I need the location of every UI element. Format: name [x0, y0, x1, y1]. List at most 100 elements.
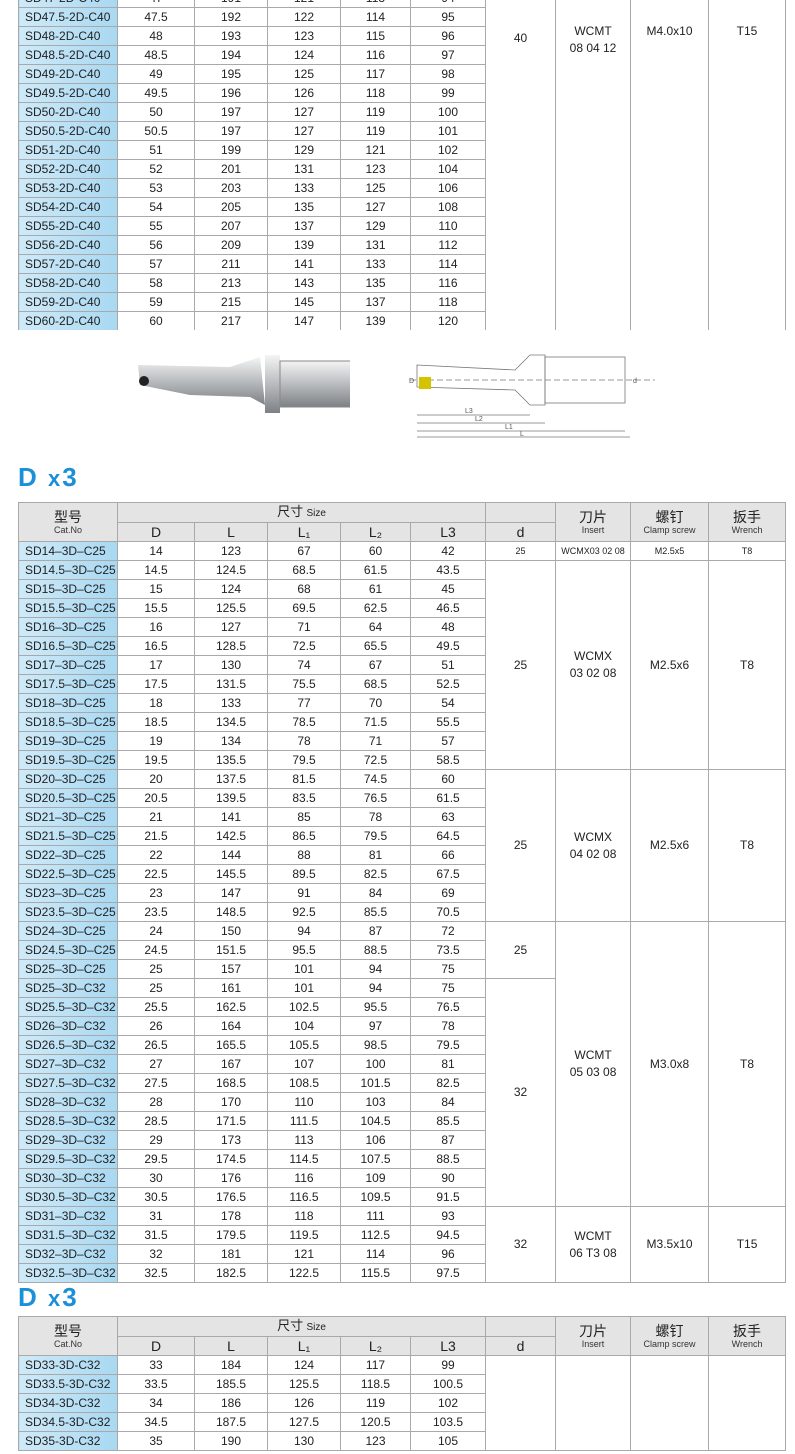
- size-cell: 101: [410, 121, 486, 141]
- size-cell: 68.5: [340, 674, 411, 694]
- size-cell: 196: [194, 83, 268, 103]
- size-cell: 145: [267, 292, 341, 312]
- size-cell: 31.5: [117, 1225, 195, 1245]
- size-cell: 72.5: [340, 750, 411, 770]
- shank-d-cell: 25: [485, 541, 557, 561]
- size-cell: 124.5: [194, 560, 268, 580]
- cat-no-cell: SD20–3D–C25: [18, 769, 118, 789]
- size-cell: 86.5: [267, 826, 341, 846]
- size-cell: 95.5: [267, 940, 341, 960]
- screw-cell: M2.5x6: [630, 769, 710, 922]
- insert-cell: WCMT 06 T3 08: [555, 1206, 632, 1283]
- cat-no-cell: SD22.5–3D–C25: [18, 864, 118, 884]
- size-cell: 105: [409, 1431, 487, 1451]
- size-cell: 116: [267, 1168, 341, 1188]
- size-cell: 94: [410, 0, 486, 8]
- size-cell: 95: [410, 7, 486, 27]
- size-cell: 18: [117, 693, 195, 713]
- size-cell: 115.5: [340, 1263, 411, 1283]
- size-cell: 127: [267, 102, 341, 122]
- size-cell: 102: [409, 1393, 487, 1413]
- size-cell: 127: [194, 617, 268, 637]
- size-cell: 29: [117, 1130, 195, 1150]
- size-cell: 21: [117, 807, 195, 827]
- size-cell: 71: [340, 731, 411, 751]
- cat-no-cell: SD48-2D-C40: [18, 26, 118, 46]
- size-cell: 113: [340, 0, 411, 8]
- size-cell: 62.5: [340, 598, 411, 618]
- size-cell: 42: [409, 541, 487, 561]
- size-cell: 127.5: [267, 1412, 341, 1432]
- header-cat-no: 型号 Cat.No: [18, 502, 118, 542]
- table-header: 型号 Cat.No 尺寸 Size 刀片 Insert 螺钉 Clamp screw 扳手 Wr…: [18, 1316, 787, 1356]
- size-cell: 119: [340, 102, 411, 122]
- size-cell: 126: [267, 83, 341, 103]
- table-row: SD21–3D–C25 21 141 85 78 63: [18, 807, 786, 827]
- size-cell: 54: [117, 197, 195, 217]
- header-wrench-zh: 扳手: [733, 508, 762, 525]
- size-cell: 161: [194, 978, 268, 998]
- size-cell: 70.5: [409, 902, 487, 922]
- size-cell: 61.5: [409, 788, 487, 808]
- size-cell: 207: [194, 216, 268, 236]
- size-cell: 87: [409, 1130, 487, 1150]
- cat-no-cell: SD52-2D-C40: [18, 159, 118, 179]
- size-cell: 33: [117, 1355, 195, 1375]
- header-col-4: L3: [409, 522, 487, 542]
- insert-cell: WCMT 08 04 12: [555, 0, 631, 330]
- size-cell: 75: [409, 959, 487, 979]
- header-insert: 刀片 Insert: [555, 1316, 632, 1356]
- size-cell: 27.5: [117, 1073, 195, 1093]
- cat-no-cell: SD58-2D-C40: [18, 273, 118, 293]
- size-cell: 123: [194, 541, 268, 561]
- cat-no-cell: SD28.5–3D–C32: [18, 1111, 118, 1131]
- size-cell: 78: [409, 1016, 487, 1036]
- header-insert-en: Insert: [581, 524, 605, 535]
- size-cell: 79.5: [340, 826, 411, 846]
- size-cell: 117: [340, 1355, 411, 1375]
- size-cell: 51: [117, 140, 195, 160]
- size-cell: 100: [410, 102, 486, 122]
- size-cell: 28: [117, 1092, 195, 1112]
- size-cell: 97: [410, 45, 486, 65]
- size-cell: 59: [117, 292, 195, 312]
- shank-d-cell: 40: [485, 0, 556, 330]
- table-row: SD20.5–3D–C25 20.5 139.5 83.5 76.5 61.5: [18, 788, 786, 808]
- size-cell: 205: [194, 197, 268, 217]
- size-cell: 139: [340, 311, 411, 330]
- table-row: SD30–3D–C32 30 176 116 109 90: [18, 1168, 786, 1188]
- size-cell: 61: [340, 579, 411, 599]
- screw-cell: M3.0x8: [630, 921, 710, 1207]
- size-cell: 65.5: [340, 636, 411, 656]
- size-cell: 53: [117, 178, 195, 198]
- insert-cell: [555, 1355, 632, 1451]
- size-cell: 25.5: [117, 997, 195, 1017]
- table-row: SD22–3D–C25 22 144 88 81 66: [18, 845, 786, 865]
- header-col-4: L3: [409, 1336, 487, 1356]
- table-row: SD49-2D-C40 49 195 125 117 98: [18, 64, 786, 84]
- size-cell: 85.5: [409, 1111, 487, 1131]
- size-cell: 141: [267, 254, 341, 274]
- size-cell: 144: [194, 845, 268, 865]
- size-cell: 135: [340, 273, 411, 293]
- cat-no-cell: SD22–3D–C25: [18, 845, 118, 865]
- table-row: SD32–3D–C32 32 181 121 114 96: [18, 1244, 786, 1264]
- header-clamp-screw-zh: 螺钉: [655, 508, 684, 525]
- shank-d-cell: 25: [485, 560, 557, 770]
- size-cell: 124: [267, 45, 341, 65]
- size-cell: 57: [409, 731, 487, 751]
- size-cell: 46.5: [409, 598, 487, 618]
- screw-cell: M2.5x6: [630, 560, 710, 770]
- section-title-dx3: D x3: [18, 462, 79, 493]
- size-cell: 64: [340, 617, 411, 637]
- title-x: x: [48, 1286, 63, 1311]
- size-cell: 128.5: [194, 636, 268, 656]
- size-cell: 151.5: [194, 940, 268, 960]
- size-cell: 49: [117, 64, 195, 84]
- wrench-cell: [708, 1355, 787, 1451]
- size-cell: 197: [194, 102, 268, 122]
- size-cell: 184: [194, 1355, 268, 1375]
- header-row: D L L₁ L₂ L3 d: [19, 522, 786, 542]
- size-cell: 75: [409, 978, 487, 998]
- label-l1: L1: [505, 424, 513, 431]
